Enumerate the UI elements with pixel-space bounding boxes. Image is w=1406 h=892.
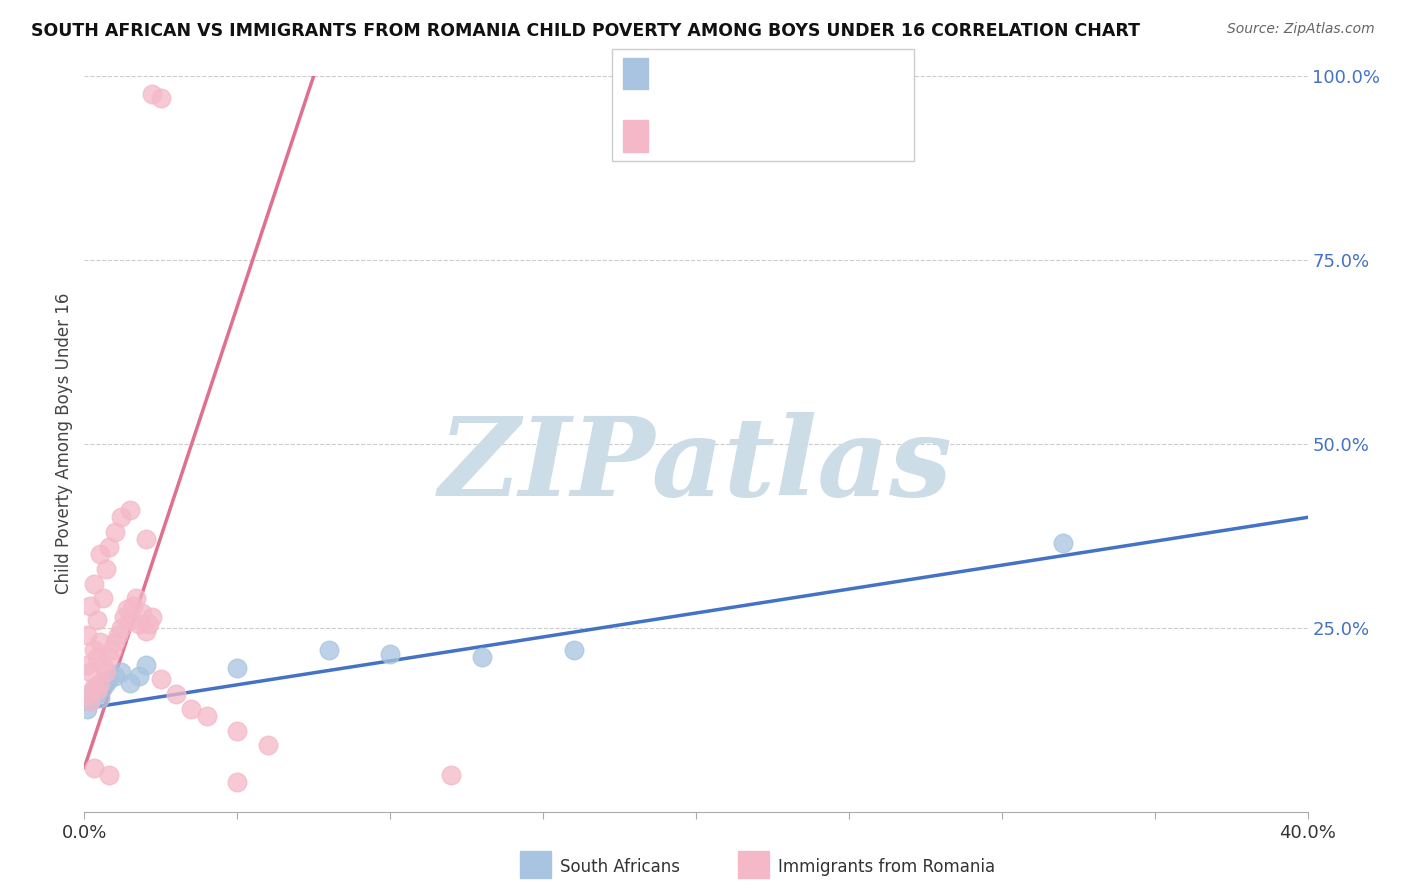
Point [97, 540, 120, 554]
Point [76, 701, 98, 715]
Text: Immigrants from Romania: Immigrants from Romania [778, 858, 994, 876]
Point [94, 665, 117, 679]
Point [76, 690, 98, 705]
Point [141, 609, 163, 624]
Point [76, 687, 98, 701]
Point [135, 624, 157, 639]
Point [128, 668, 150, 682]
Point [89, 676, 111, 690]
Point [141, 87, 163, 102]
Point [83, 642, 105, 657]
Point [89, 547, 111, 561]
Point [125, 591, 148, 606]
Point [94, 676, 117, 690]
Point [180, 701, 202, 715]
Point [562, 642, 585, 657]
Point [120, 676, 142, 690]
Text: R = 0.717   N = 52: R = 0.717 N = 52 [657, 127, 827, 145]
Text: R = 0.614   N = 20: R = 0.614 N = 20 [657, 64, 827, 83]
Point [226, 661, 249, 675]
Point [79, 665, 101, 679]
Point [91, 591, 114, 606]
Point [83, 680, 105, 694]
Point [83, 576, 105, 591]
Point [138, 617, 160, 632]
Point [135, 533, 157, 547]
Point [104, 635, 127, 649]
Point [91, 680, 114, 694]
Text: South Africans: South Africans [560, 858, 679, 876]
Point [104, 668, 127, 682]
Point [101, 642, 124, 657]
Point [122, 599, 145, 613]
Point [110, 621, 132, 635]
Point [1052, 536, 1074, 550]
Point [94, 562, 117, 576]
Y-axis label: Child Poverty Among Boys Under 16: Child Poverty Among Boys Under 16 [55, 293, 73, 594]
Point [440, 768, 463, 782]
Point [226, 723, 249, 738]
Point [149, 673, 172, 687]
Point [226, 775, 249, 789]
Point [86, 614, 108, 628]
Point [97, 673, 120, 687]
Point [79, 694, 101, 708]
Point [86, 683, 108, 698]
Point [89, 690, 111, 705]
Point [83, 760, 105, 774]
Text: Source: ZipAtlas.com: Source: ZipAtlas.com [1227, 22, 1375, 37]
Point [131, 606, 153, 620]
Point [97, 650, 120, 665]
Point [149, 91, 172, 105]
Point [86, 687, 108, 701]
Point [89, 635, 111, 649]
Point [120, 614, 142, 628]
Point [120, 503, 142, 517]
Point [195, 709, 218, 723]
Point [112, 609, 135, 624]
Point [380, 647, 402, 661]
Point [76, 628, 98, 642]
Point [471, 650, 494, 665]
Point [110, 510, 132, 524]
Point [79, 694, 101, 708]
Point [257, 739, 280, 753]
Point [83, 683, 105, 698]
Text: SOUTH AFRICAN VS IMMIGRANTS FROM ROMANIA CHILD POVERTY AMONG BOYS UNDER 16 CORRE: SOUTH AFRICAN VS IMMIGRANTS FROM ROMANIA… [31, 22, 1140, 40]
Point [76, 657, 98, 672]
Point [97, 768, 120, 782]
Point [128, 617, 150, 632]
Point [91, 657, 114, 672]
Point [165, 687, 187, 701]
Text: ZIPatlas: ZIPatlas [439, 412, 953, 520]
Point [104, 524, 127, 539]
Point [79, 599, 101, 613]
Point [107, 628, 129, 642]
Point [115, 602, 138, 616]
Point [135, 657, 157, 672]
Point [86, 650, 108, 665]
Point [110, 665, 132, 679]
Point [318, 642, 340, 657]
